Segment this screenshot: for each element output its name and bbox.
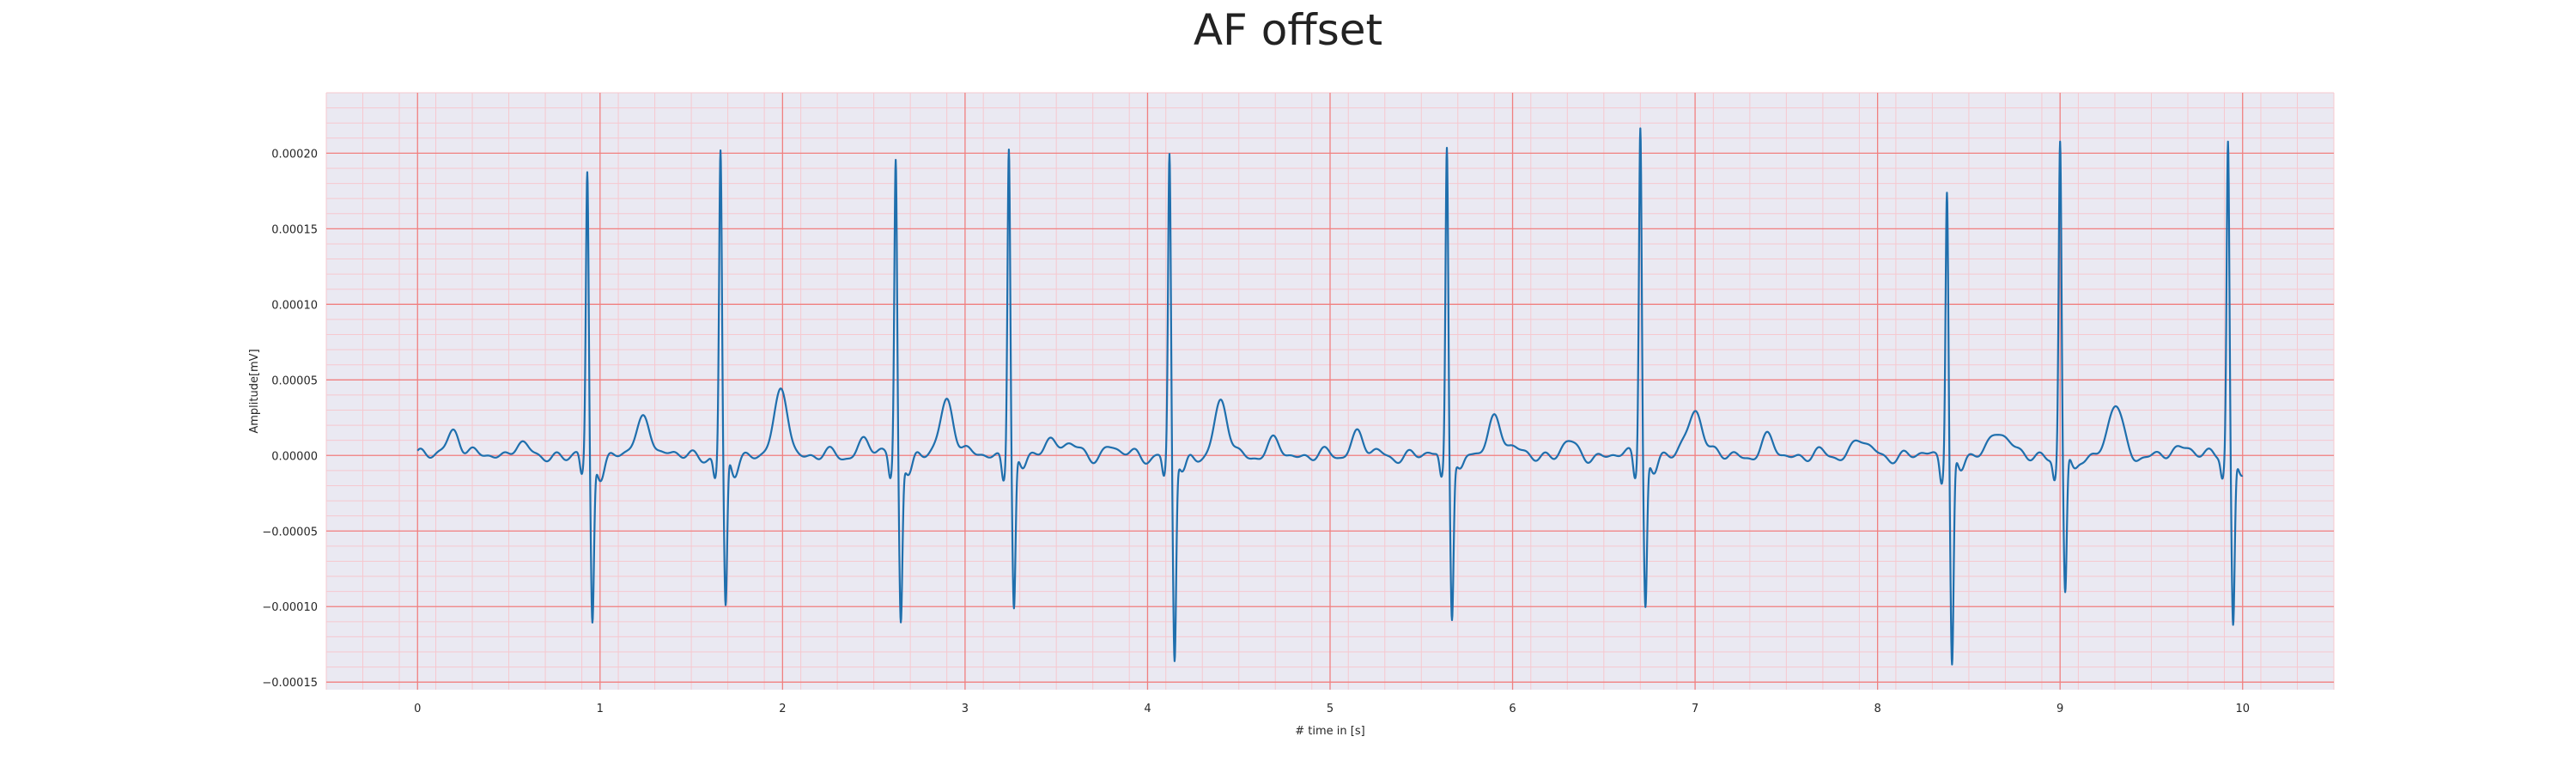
y-axis-ticks: −0.00015 −0.00010 −0.00005 0.00000 0.00005 0.…	[262, 148, 318, 690]
x-tick-label: 6	[1509, 703, 1516, 715]
chart-title: AF offset	[1193, 5, 1383, 55]
x-tick-label: 5	[1327, 703, 1334, 715]
x-tick-label: 0	[414, 703, 421, 715]
ecg-signal-line	[416, 127, 2244, 666]
y-axis-label: Amplitude[mV]	[248, 349, 261, 433]
x-tick-label: 1	[597, 703, 604, 715]
x-axis-label: # time in [s]	[1295, 725, 1364, 738]
x-tick-label: 4	[1144, 703, 1151, 715]
x-tick-label: 2	[779, 703, 786, 715]
y-tick-label: 0.00015	[271, 223, 318, 236]
major-grid	[326, 93, 2334, 690]
x-axis-ticks: 0 1 2 3 4 5 6 7 8 9 10	[414, 703, 2250, 715]
x-tick-label: 10	[2235, 703, 2250, 715]
x-tick-label: 9	[2057, 703, 2063, 715]
y-tick-label: −0.00005	[262, 526, 318, 539]
x-tick-label: 7	[1692, 703, 1698, 715]
y-tick-label: 0.00010	[271, 299, 318, 312]
y-tick-label: 0.00020	[271, 148, 318, 161]
x-tick-label: 3	[962, 703, 969, 715]
y-tick-label: −0.00010	[262, 601, 318, 614]
y-tick-label: 0.00005	[271, 374, 318, 387]
x-tick-label: 8	[1874, 703, 1880, 715]
y-tick-label: 0.00000	[271, 450, 318, 463]
y-tick-label: −0.00015	[262, 677, 318, 690]
